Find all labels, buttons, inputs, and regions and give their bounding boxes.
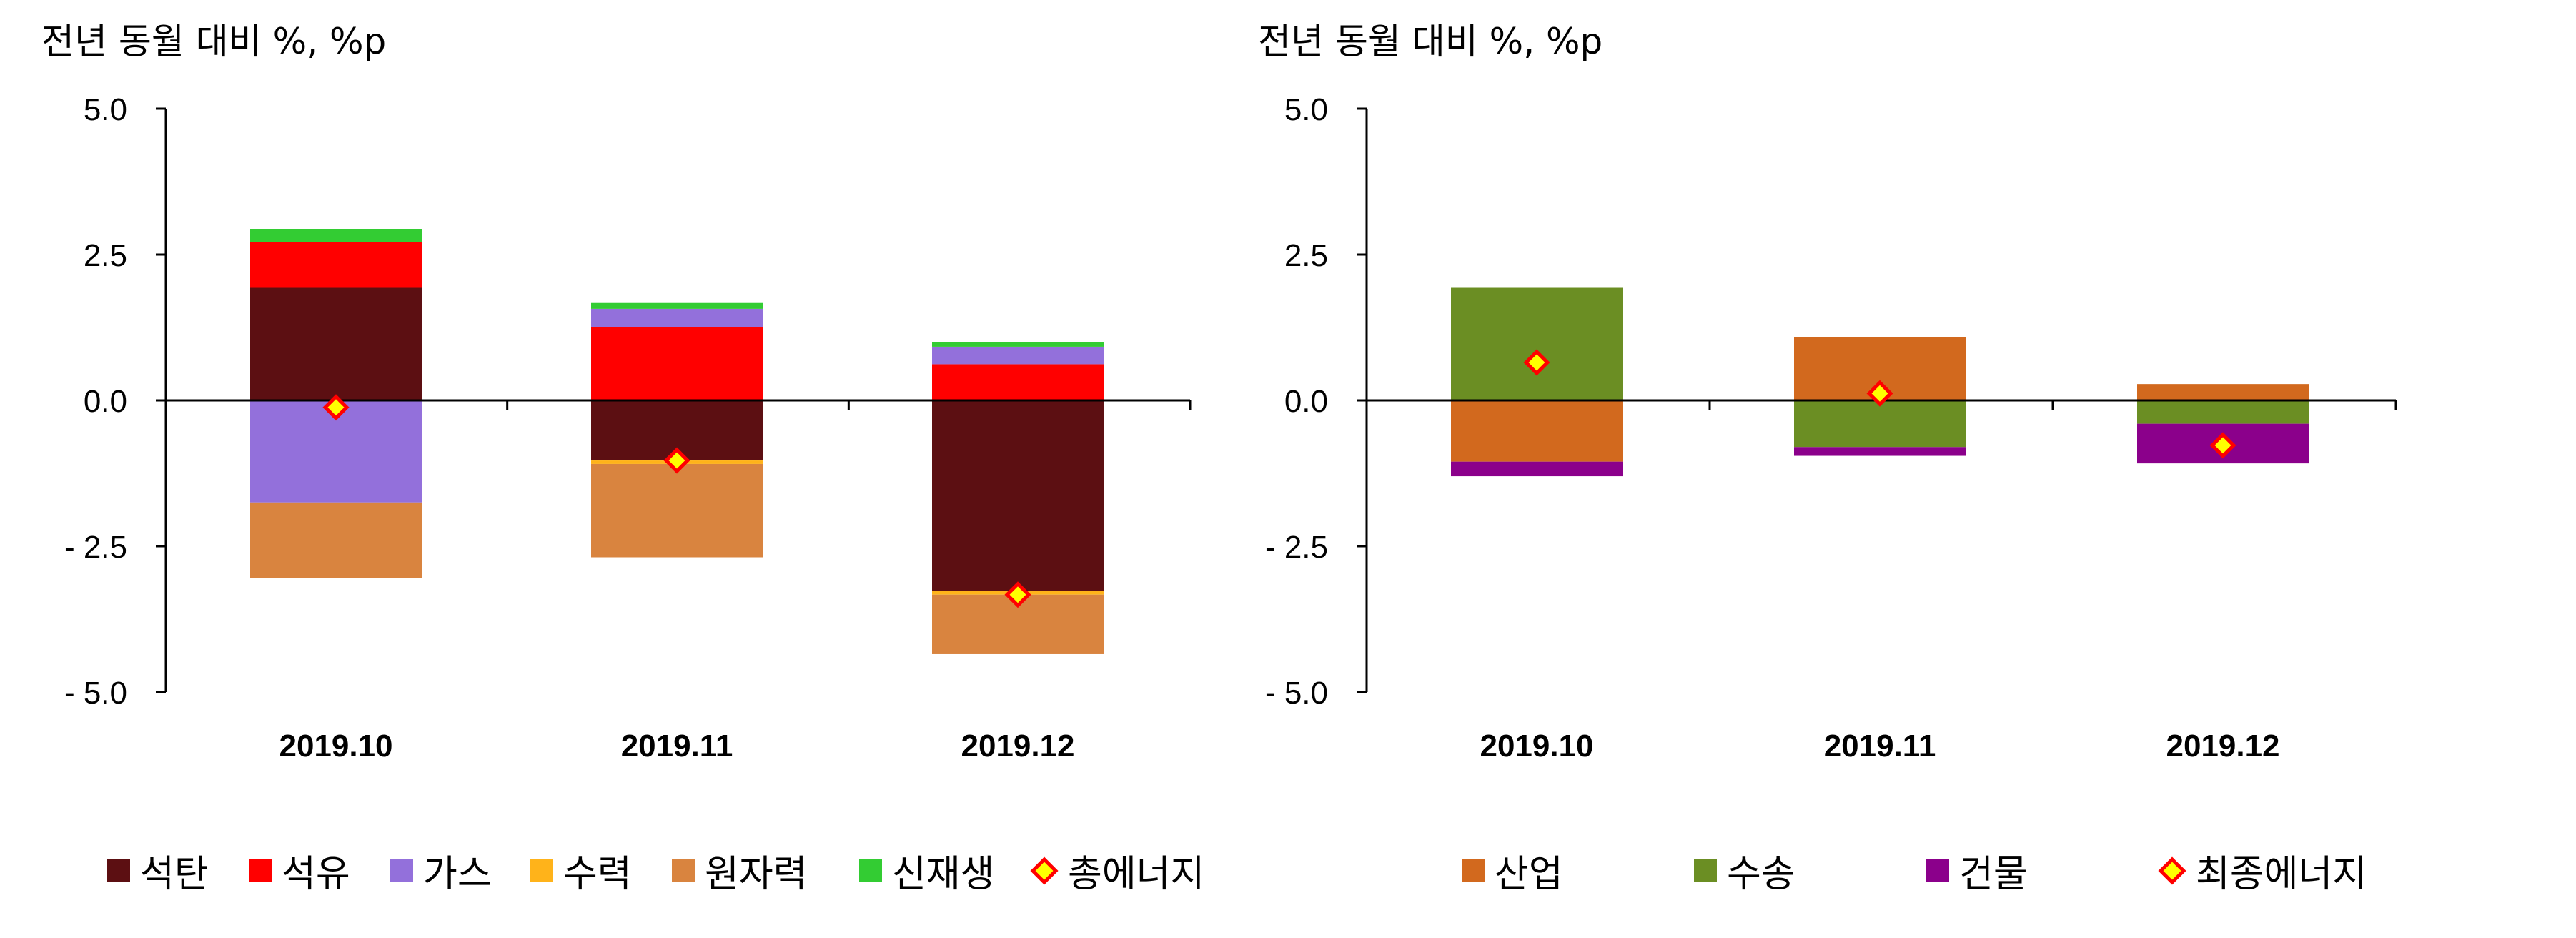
legend-swatch xyxy=(107,859,130,882)
legend-item: 석탄 xyxy=(107,844,209,897)
legend-swatch xyxy=(1694,859,1717,882)
y-tick-label: 2.5 xyxy=(84,238,127,273)
x-tick-label: 2019.12 xyxy=(2166,729,2279,764)
bar-산업-2019.10 xyxy=(1451,400,1623,462)
legend-label: 가스 xyxy=(423,853,492,896)
x-tick-label: 2019.11 xyxy=(1824,729,1936,764)
bar-석유-2019.12 xyxy=(932,364,1104,400)
bar-수송-2019.12 xyxy=(2137,400,2309,424)
legend-item: 석유 xyxy=(249,844,350,897)
legend-label: 건물 xyxy=(1959,853,2028,896)
bar-가스-2019.12 xyxy=(932,346,1104,365)
chart-panel-left: 전년 동월 대비 %, %p 5.0 2.5 0.0 - 2.5 - 5.0 2019.1… xyxy=(0,0,1258,938)
legend-label: 신재생 xyxy=(892,853,995,896)
bar-신재생-2019.10 xyxy=(250,229,422,242)
legend-swatch xyxy=(859,859,882,882)
y-tick-label: - 2.5 xyxy=(1265,530,1328,565)
bar-석탄-2019.12 xyxy=(932,400,1104,591)
legend-diamond-icon xyxy=(2158,856,2186,885)
legend-swatch xyxy=(530,859,553,882)
marker-최종에너지-2019.12 xyxy=(2209,432,2236,459)
bar-신재생-2019.11 xyxy=(591,302,763,309)
x-tick-label: 2019.10 xyxy=(1480,729,1593,764)
bar-가스-2019.11 xyxy=(591,308,763,327)
legend-swatch xyxy=(672,859,695,882)
bar-원자력-2019.10 xyxy=(250,502,422,578)
x-tick-label: 2019.10 xyxy=(279,729,392,764)
legend-item: 수력 xyxy=(530,844,632,897)
legend-item: 최종에너지 xyxy=(2158,844,2367,897)
y-tick-label: 2.5 xyxy=(1284,238,1328,273)
legend-item: 가스 xyxy=(390,844,492,897)
legend-item: 신재생 xyxy=(859,844,995,897)
y-tick-label: 0.0 xyxy=(1284,384,1328,419)
y-tick-label: - 2.5 xyxy=(64,530,127,565)
bar-건물-2019.10 xyxy=(1451,461,1623,477)
x-tick-label: 2019.11 xyxy=(621,729,733,764)
legend-swatch xyxy=(390,859,413,882)
marker-최종에너지-2019.11 xyxy=(1866,380,1893,407)
bar-신재생-2019.12 xyxy=(932,342,1104,347)
marker-총에너지-2019.10 xyxy=(322,394,350,421)
marker-최종에너지-2019.10 xyxy=(1523,349,1550,376)
chart-panel-right: 전년 동월 대비 %, %p 5.0 2.5 0.0 - 2.5 - 5.0 2019.1… xyxy=(1258,0,2576,938)
legend-swatch xyxy=(1462,859,1485,882)
bar-석유-2019.11 xyxy=(591,327,763,400)
marker-총에너지-2019.12 xyxy=(1004,581,1031,608)
legend-item: 건물 xyxy=(1926,844,2028,897)
legend-label: 산업 xyxy=(1495,853,1563,896)
legend-swatch xyxy=(1926,859,1949,882)
bar-수송-2019.11 xyxy=(1794,400,1966,448)
y-tick-label: - 5.0 xyxy=(1265,676,1328,711)
bar-석탄-2019.10 xyxy=(250,287,422,400)
x-tick-label: 2019.12 xyxy=(961,729,1074,764)
legend-swatch xyxy=(249,859,272,882)
bar-석유-2019.10 xyxy=(250,242,422,288)
y-tick-label: - 5.0 xyxy=(64,676,127,711)
legend-label: 수력 xyxy=(563,853,632,896)
chart-plot: 5.0 2.5 0.0 - 2.5 - 5.0 2019.10 2019.11 2019.12 xyxy=(1265,92,2397,764)
legend-label: 원자력 xyxy=(705,853,808,896)
legend-diamond-icon xyxy=(1030,856,1059,885)
bar-원자력-2019.11 xyxy=(591,463,763,558)
legend-label: 석탄 xyxy=(140,853,209,896)
legend-item: 원자력 xyxy=(672,844,808,897)
legend-label: 최종에너지 xyxy=(2196,853,2367,896)
legend-label: 수송 xyxy=(1727,853,1795,896)
bar-수송-2019.10 xyxy=(1451,287,1623,400)
legend-item: 수송 xyxy=(1694,844,1795,897)
y-axis-label: 전년 동월 대비 %, %p xyxy=(41,21,387,62)
bar-산업-2019.12 xyxy=(2137,384,2309,400)
legend-item: 산업 xyxy=(1462,844,1563,897)
chart-plot: 5.0 2.5 0.0 - 2.5 - 5.0 2019.10 2019.11 2019.12 xyxy=(64,92,1192,764)
y-tick-label: 0.0 xyxy=(84,384,127,419)
y-tick-label: 5.0 xyxy=(84,92,127,127)
bar-건물-2019.11 xyxy=(1794,447,1966,456)
legend-item: 총에너지 xyxy=(1030,844,1205,897)
marker-총에너지-2019.11 xyxy=(663,447,690,474)
y-tick-label: 5.0 xyxy=(1284,92,1328,127)
legend-label: 총에너지 xyxy=(1068,853,1205,896)
legend-label: 석유 xyxy=(282,853,350,896)
y-axis-label: 전년 동월 대비 %, %p xyxy=(1258,21,1603,62)
